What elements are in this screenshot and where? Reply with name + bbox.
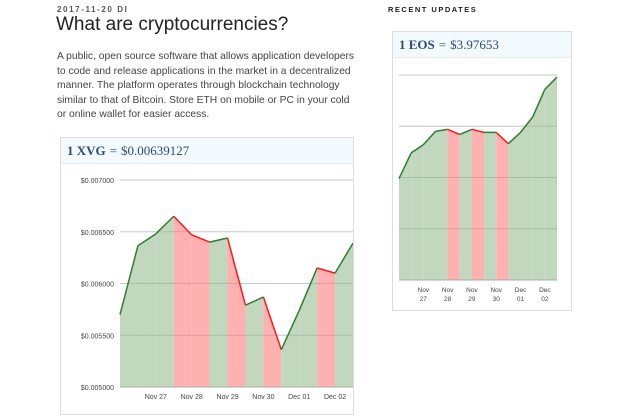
x-tick-label: Nov 28 bbox=[181, 394, 203, 401]
up-segment-line bbox=[119, 245, 139, 315]
up-segment-fill bbox=[155, 216, 174, 387]
y-tick-label: $0.005500 bbox=[81, 333, 114, 340]
x-tick-label: Nov 27 bbox=[418, 287, 430, 303]
x-tick-label: Dec 02 bbox=[324, 394, 346, 401]
up-segment-fill bbox=[423, 131, 436, 280]
down-segment-fill bbox=[447, 129, 460, 280]
coin-price: $3.97653 bbox=[450, 36, 499, 52]
down-segment-fill bbox=[317, 267, 336, 387]
down-segment-line bbox=[173, 215, 193, 236]
up-segment-line bbox=[435, 128, 448, 133]
post-date: 2017-11-20 DI bbox=[57, 5, 129, 14]
post-title[interactable]: What are cryptocurrencies? bbox=[56, 14, 289, 35]
xvg-price-header: 1 XVG = $0.00639127 bbox=[61, 138, 353, 164]
x-tick-label: Dec 01 bbox=[515, 287, 527, 303]
up-segment-line bbox=[507, 131, 522, 145]
coin-price: $0.00639127 bbox=[120, 142, 190, 158]
down-segment-line bbox=[191, 234, 210, 243]
up-segment-line bbox=[398, 152, 412, 179]
up-segment-line bbox=[245, 296, 264, 306]
y-tick-label: $0.005000 bbox=[81, 385, 114, 392]
up-segment-fill bbox=[245, 296, 264, 387]
up-segment-line bbox=[334, 242, 354, 274]
x-tick-label: Nov 29 bbox=[216, 394, 238, 401]
up-segment-fill bbox=[281, 310, 300, 387]
x-tick-label: Nov 30 bbox=[252, 394, 274, 401]
down-segment-line bbox=[226, 237, 247, 306]
down-segment-fill bbox=[471, 129, 485, 280]
up-segment-fill bbox=[520, 117, 533, 281]
down-segment-fill bbox=[173, 216, 192, 387]
up-segment-line bbox=[532, 89, 546, 118]
down-segment-line bbox=[262, 296, 283, 350]
coin-name: 1 EOS bbox=[399, 36, 435, 52]
up-segment-fill bbox=[335, 243, 353, 387]
up-segment-line bbox=[280, 310, 300, 351]
down-segment-fill bbox=[191, 234, 210, 387]
x-tick-label: Nov 27 bbox=[145, 394, 167, 401]
x-tick-label: Nov 30 bbox=[490, 287, 502, 303]
up-segment-line bbox=[298, 267, 318, 311]
up-segment-fill bbox=[411, 144, 424, 280]
post-body: A public, open source software that allo… bbox=[57, 51, 355, 120]
up-segment-line bbox=[422, 130, 437, 146]
down-segment-fill bbox=[227, 237, 246, 387]
down-segment-line bbox=[471, 128, 485, 134]
up-segment-fill bbox=[459, 129, 472, 280]
y-tick-label: $0.007000 bbox=[81, 178, 114, 185]
up-segment-fill bbox=[137, 233, 156, 387]
up-segment-line bbox=[137, 233, 157, 247]
down-segment-fill bbox=[263, 296, 282, 387]
up-segment-line bbox=[544, 76, 558, 90]
equals: = bbox=[438, 36, 447, 52]
xvg-price-card: 1 XVG = $0.00639127 $0.007000 $0.006500 $0… bbox=[60, 137, 354, 415]
up-segment-fill bbox=[484, 132, 497, 280]
up-segment-line bbox=[209, 237, 228, 243]
down-segment-line bbox=[447, 128, 461, 136]
coin-name: 1 XVG bbox=[67, 142, 106, 158]
up-segment-fill bbox=[209, 237, 228, 387]
y-tick-label: $0.006000 bbox=[81, 282, 114, 289]
up-segment-line bbox=[459, 128, 473, 136]
recent-updates-heading: RECENT UPDATES bbox=[388, 5, 478, 14]
x-tick-label: Nov 28 bbox=[442, 287, 454, 303]
up-segment-line bbox=[155, 215, 175, 235]
down-segment-fill bbox=[496, 132, 509, 280]
x-tick-label: Dec 02 bbox=[539, 287, 551, 303]
up-segment-fill bbox=[399, 152, 412, 280]
equals: = bbox=[109, 142, 117, 158]
up-segment-fill bbox=[435, 129, 448, 280]
up-segment-fill bbox=[532, 89, 545, 280]
up-segment-fill bbox=[508, 132, 521, 280]
eos-price-card: 1 EOS = $3.97653 Nov 27 Nov 28 Nov 29 Nov 30 Dec… bbox=[392, 31, 572, 311]
up-segment-fill bbox=[299, 267, 318, 387]
up-segment-fill bbox=[544, 77, 557, 280]
eos-price-chart[interactable]: Nov 27 Nov 28 Nov 29 Nov 30 Dec 01 Dec 02 bbox=[393, 58, 571, 310]
up-segment-line bbox=[410, 144, 424, 154]
down-segment-line bbox=[316, 267, 336, 274]
xvg-price-chart[interactable]: $0.007000 $0.006500 $0.006000 $0.005500 $0.0… bbox=[61, 164, 354, 414]
y-tick-label: $0.006500 bbox=[81, 230, 114, 237]
up-segment-line bbox=[519, 116, 534, 133]
x-tick-label: Nov 29 bbox=[466, 287, 478, 303]
eos-price-header: 1 EOS = $3.97653 bbox=[393, 32, 571, 58]
x-tick-label: Dec 01 bbox=[288, 394, 310, 401]
up-segment-fill bbox=[120, 245, 138, 387]
down-segment-line bbox=[495, 131, 509, 145]
